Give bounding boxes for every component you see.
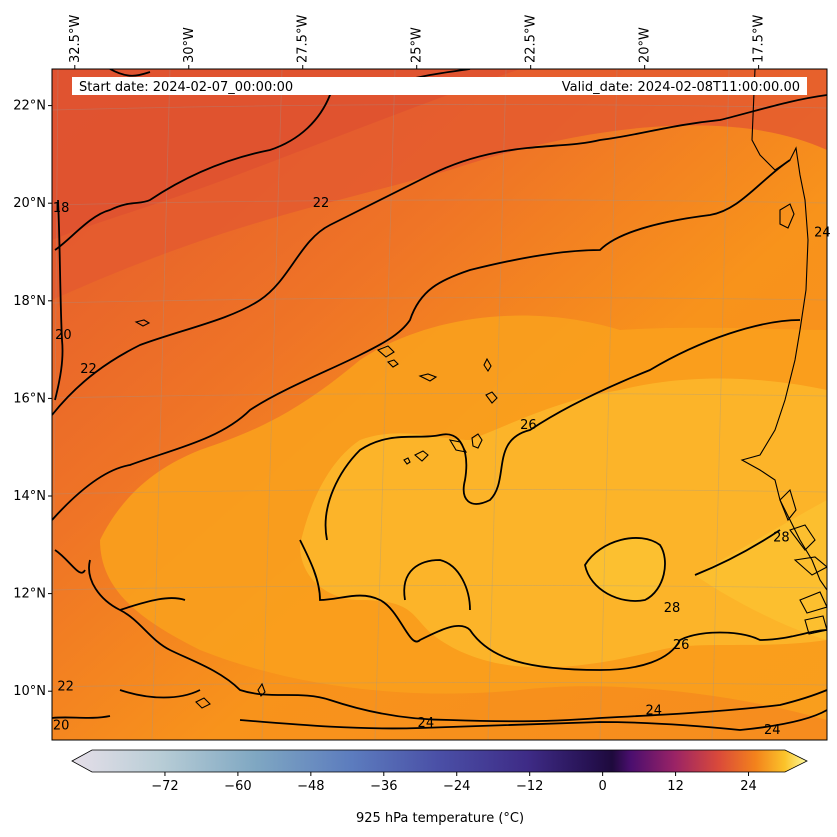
- coastlines: [134, 69, 827, 709]
- lat-tick: 18°N: [13, 294, 52, 309]
- contour-label: 26: [673, 638, 690, 653]
- graticule: [52, 69, 827, 740]
- latitude-tick-labels: 22°N 20°N 18°N 16°N 14°N 12°N 10°N: [13, 99, 52, 699]
- colorbar-tick-label: 24: [740, 779, 757, 794]
- lon-tick-label: 27.5°W: [296, 15, 311, 63]
- lon-tick: 32.5°W: [68, 15, 83, 69]
- colorbar-tick: 24: [740, 772, 757, 794]
- lat-tick-label: 22°N: [13, 99, 46, 114]
- lon-tick: 30°W: [182, 27, 197, 69]
- lat-tick: 16°N: [13, 391, 52, 406]
- colorbar: −72 −60 −48 −36 −24 −12 0 12 24 925 hPa temperat…: [71, 749, 808, 826]
- lon-tick-label: 17.5°W: [752, 15, 767, 63]
- colorbar-tick: −12: [516, 772, 543, 794]
- lon-tick-label: 22.5°W: [524, 15, 539, 63]
- lon-tick: 20°W: [638, 27, 653, 69]
- contour-label: 18: [53, 201, 70, 216]
- temperature-contours: [52, 69, 827, 731]
- lat-tick: 10°N: [13, 684, 52, 699]
- contour-label: 24: [814, 225, 831, 240]
- colorbar-tick: −60: [224, 772, 252, 794]
- colorbar-tick: −72: [151, 772, 179, 794]
- contour-label: 20: [53, 718, 70, 733]
- colorbar-tick-label: −48: [297, 779, 324, 794]
- lat-tick-label: 16°N: [13, 391, 46, 406]
- lat-tick-label: 14°N: [13, 489, 46, 504]
- lon-tick: 22.5°W: [524, 15, 539, 69]
- date-header-box: [72, 77, 807, 95]
- colorbar-ticks: −72 −60 −48 −36 −24 −12 0 12 24: [151, 772, 757, 794]
- lat-tick: 12°N: [13, 587, 52, 602]
- lon-tick: 25°W: [410, 27, 425, 69]
- colorbar-bar: [71, 749, 808, 773]
- colorbar-tick: −24: [443, 772, 470, 794]
- map-frame: [51, 68, 828, 741]
- lat-tick-label: 12°N: [13, 587, 46, 602]
- colorbar-tick-label: −12: [516, 779, 543, 794]
- colorbar-tick-label: −60: [224, 779, 251, 794]
- contour-label: 20: [55, 328, 72, 343]
- contour-label: 28: [773, 530, 790, 545]
- lon-tick-label: 30°W: [182, 27, 197, 63]
- temperature-field: [52, 69, 827, 740]
- contour-label: 22: [313, 196, 330, 211]
- lon-tick-label: 32.5°W: [68, 15, 83, 63]
- date-header: Start date: 2024-02-07_00:00:00 Valid_da…: [72, 77, 807, 95]
- map-panel: 18 20 22 22 26 28 28 26 24 24 24 24 22 20 Start date:…: [13, 15, 831, 741]
- colorbar-tick: −36: [370, 772, 398, 794]
- colorbar-tick-label: −72: [151, 779, 178, 794]
- colorbar-label: 925 hPa temperature (°C): [356, 811, 524, 826]
- lat-tick: 14°N: [13, 489, 52, 504]
- colorbar-tick: −48: [297, 772, 325, 794]
- lon-tick: 17.5°W: [752, 15, 767, 69]
- contour-label: 28: [664, 601, 681, 616]
- lat-tick-label: 10°N: [13, 684, 46, 699]
- contour-label: 22: [57, 679, 74, 694]
- colorbar-tick-label: −36: [370, 779, 397, 794]
- contour-labels: 18 20 22 22 26 28 28 26 24 24 24 24 22 20: [53, 196, 831, 738]
- lon-tick-label: 25°W: [410, 27, 425, 63]
- lat-tick: 22°N: [13, 99, 52, 114]
- contour-label: 24: [418, 716, 435, 731]
- lon-tick: 27.5°W: [296, 15, 311, 69]
- contour-label: 26: [520, 418, 537, 433]
- colorbar-tick-label: 0: [598, 779, 606, 794]
- lat-tick-label: 20°N: [13, 196, 46, 211]
- lat-tick-label: 18°N: [13, 294, 46, 309]
- colorbar-tick-label: 12: [667, 779, 684, 794]
- contour-label: 24: [764, 723, 781, 738]
- start-date-text: Start date: 2024-02-07_00:00:00: [79, 80, 293, 95]
- colorbar-tick-label: −24: [443, 779, 470, 794]
- colorbar-tick: 12: [667, 772, 684, 794]
- valid-date-text: Valid_date: 2024-02-08T11:00:00.00: [562, 80, 800, 95]
- lat-tick: 20°N: [13, 196, 52, 211]
- lon-tick-label: 20°W: [638, 27, 653, 63]
- longitude-tick-labels: 32.5°W 30°W 27.5°W 25°W 22.5°W 20°W 17.5°W: [68, 15, 767, 69]
- contour-label: 24: [645, 704, 662, 719]
- contour-label: 22: [80, 362, 97, 377]
- colorbar-tick: 0: [598, 772, 607, 794]
